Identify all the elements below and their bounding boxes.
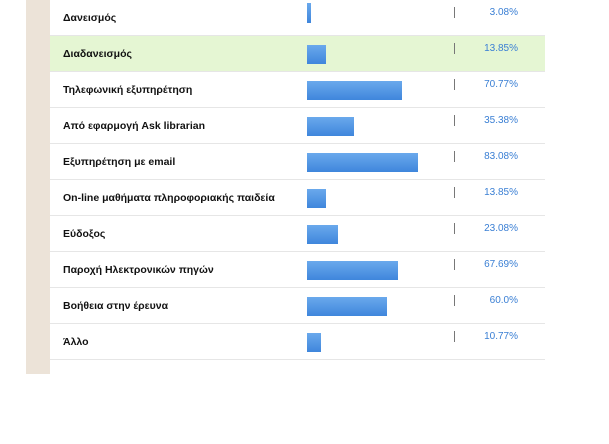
divider-tick [454, 115, 455, 126]
divider-tick [454, 79, 455, 90]
category-label: Παροχή Ηλεκτρονικών πηγών [63, 264, 214, 276]
chart-row: Εξυπηρέτηση με email 83.08% [50, 144, 545, 180]
chart-row: Εύδοξος 23.08% [50, 216, 545, 252]
divider-tick [454, 295, 455, 306]
value-label: 3.08% [489, 7, 518, 18]
left-margin-strip [26, 0, 50, 374]
bar [307, 225, 338, 244]
chart-row: Παροχή Ηλεκτρονικών πηγών 67.69% [50, 252, 545, 288]
bar [307, 117, 354, 136]
category-label: Άλλο [63, 336, 89, 348]
divider-tick [454, 187, 455, 198]
bar [307, 45, 326, 64]
value-label: 10.77% [484, 331, 518, 342]
bar [307, 189, 326, 208]
category-label: Εύδοξος [63, 228, 106, 240]
divider-tick [454, 259, 455, 270]
divider-tick [454, 43, 455, 54]
chart-row: Δανεισμός 3.08% [50, 0, 545, 36]
bar [307, 3, 311, 23]
category-label: Εξυπηρέτηση με email [63, 156, 176, 168]
chart-row: Τηλεφωνική εξυπηρέτηση 70.77% [50, 72, 545, 108]
value-label: 83.08% [484, 151, 518, 162]
value-label: 35.38% [484, 115, 518, 126]
bar [307, 297, 387, 316]
bar [307, 81, 402, 100]
bar [307, 153, 418, 172]
category-label: Βοήθεια στην έρευνα [63, 300, 169, 312]
category-label: Δανεισμός [63, 12, 117, 24]
chart-row: On-line μαθήματα πληροφοριακής παιδεία 13… [50, 180, 545, 216]
divider-tick [454, 7, 455, 18]
value-label: 13.85% [484, 43, 518, 54]
category-label: Τηλεφωνική εξυπηρέτηση [63, 84, 193, 96]
category-label: On-line μαθήματα πληροφοριακής παιδεία [63, 192, 275, 204]
category-label: Διαδανεισμός [63, 48, 132, 60]
bar [307, 261, 398, 280]
divider-tick [454, 223, 455, 234]
bar [307, 333, 321, 352]
value-label: 13.85% [484, 187, 518, 198]
value-label: 60.0% [489, 295, 518, 306]
chart-row: Από εφαρμογή Ask librarian 35.38% [50, 108, 545, 144]
chart-row: Βοήθεια στην έρευνα 60.0% [50, 288, 545, 324]
category-label: Από εφαρμογή Ask librarian [63, 120, 206, 132]
divider-tick [454, 151, 455, 162]
value-label: 67.69% [484, 259, 518, 270]
chart-row: Διαδανεισμός 13.85% [50, 36, 545, 72]
chart-row: Άλλο 10.77% [50, 324, 545, 360]
value-label: 23.08% [484, 223, 518, 234]
value-label: 70.77% [484, 79, 518, 90]
bar-chart: Δανεισμός 3.08% Διαδανεισμός 13.85% Τηλεφωνι… [50, 0, 545, 360]
divider-tick [454, 331, 455, 342]
